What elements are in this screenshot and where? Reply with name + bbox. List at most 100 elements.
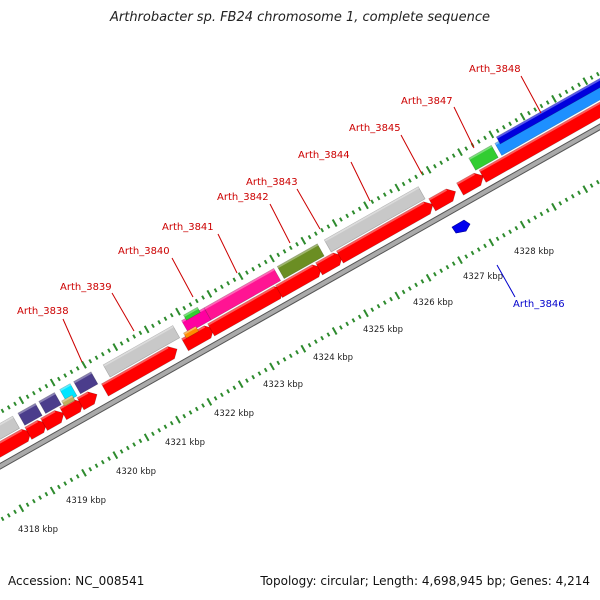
gene-feature-4-highlight bbox=[59, 383, 72, 392]
upper-scale-tick bbox=[245, 270, 249, 275]
upper-scale-tick bbox=[143, 325, 150, 334]
lower-scale-tick bbox=[545, 208, 550, 213]
lower-scale-tick bbox=[25, 502, 30, 507]
gene-feature-6 bbox=[102, 325, 181, 378]
upper-scale-tick bbox=[25, 394, 30, 399]
upper-scale-tick bbox=[363, 201, 369, 210]
upper-scale-tick bbox=[100, 351, 105, 357]
upper-scale-tick bbox=[577, 82, 581, 87]
lower-scale-tick bbox=[119, 449, 124, 454]
upper-scale-tick bbox=[433, 164, 437, 169]
gene-feature-9 bbox=[276, 243, 325, 280]
cds-forward-1 bbox=[0, 428, 32, 458]
cds-forward-6-highlight bbox=[101, 346, 169, 386]
lower-scale-tick bbox=[88, 467, 93, 472]
lower-scale-tick bbox=[194, 406, 199, 412]
lower-scale-tick bbox=[6, 513, 11, 518]
lower-scale-tick bbox=[433, 272, 437, 277]
cds-forward-6 bbox=[101, 346, 178, 397]
upper-scale-tick bbox=[276, 252, 281, 258]
lower-scale-tick bbox=[394, 291, 401, 300]
gene-leader-line bbox=[171, 257, 194, 298]
lower-scale-tick bbox=[345, 321, 350, 327]
upper-scale-tick bbox=[401, 181, 406, 187]
upper-scale-tick bbox=[138, 330, 143, 336]
upper-scale-tick bbox=[420, 171, 425, 176]
lower-scale-tick bbox=[331, 327, 338, 335]
lower-scale-tick bbox=[357, 314, 362, 320]
upper-scale-tick bbox=[18, 396, 25, 405]
upper-scale-tick bbox=[502, 125, 506, 130]
lower-scale-tick bbox=[519, 220, 526, 229]
upper-scale-tick bbox=[457, 148, 463, 157]
lower-scale-tick bbox=[439, 268, 444, 273]
lower-scale-tick bbox=[376, 303, 381, 309]
upper-scale-tick bbox=[451, 153, 456, 158]
scale-label-7: 4324 kbp bbox=[313, 353, 353, 363]
lower-scale-tick bbox=[269, 362, 275, 371]
upper-scale-tick bbox=[175, 307, 181, 316]
upper-scale-tick bbox=[326, 224, 331, 229]
lower-scale-tick bbox=[445, 264, 450, 270]
lower-scale-tick bbox=[502, 233, 506, 238]
upper-scale-tick bbox=[38, 387, 42, 392]
upper-scale-tick bbox=[75, 366, 80, 371]
upper-scale-tick bbox=[107, 348, 111, 353]
upper-scale-tick bbox=[408, 178, 412, 183]
gene-feature-5 bbox=[73, 371, 99, 395]
upper-scale-tick bbox=[126, 337, 130, 343]
gene-label: Arth_3839 bbox=[60, 282, 112, 293]
upper-scale-tick bbox=[514, 117, 519, 123]
lower-scale-tick bbox=[314, 339, 318, 344]
lower-scale-tick bbox=[263, 367, 268, 373]
gene-feature-10 bbox=[323, 186, 426, 253]
scale-label-9: 4326 kbp bbox=[413, 298, 453, 308]
lower-scale-tick bbox=[175, 415, 181, 424]
lower-scale-tick bbox=[300, 344, 307, 353]
lower-scale-tick bbox=[320, 335, 324, 341]
lower-scale-tick bbox=[370, 307, 375, 312]
lower-scale-tick bbox=[100, 459, 105, 465]
upper-scale-tick bbox=[370, 199, 375, 204]
gene-leader-line bbox=[496, 264, 516, 298]
cds-forward-11-highlight bbox=[336, 201, 425, 253]
upper-scale-tick bbox=[476, 139, 481, 144]
cds-forward-13-highlight bbox=[456, 173, 475, 185]
lower-scale-tick bbox=[307, 342, 312, 348]
lower-scale-tick bbox=[295, 350, 299, 355]
upper-scale-tick bbox=[237, 272, 244, 281]
upper-scale-tick bbox=[132, 334, 136, 339]
lower-scale-tick bbox=[220, 392, 224, 398]
lower-scale-tick bbox=[157, 428, 162, 433]
cds-forward-7 bbox=[181, 325, 215, 352]
upper-scale-tick bbox=[345, 213, 350, 219]
lower-scale-tick bbox=[382, 300, 387, 305]
lower-scale-tick bbox=[213, 396, 218, 401]
lower-scale-tick bbox=[63, 481, 68, 486]
lower-scale-tick bbox=[232, 385, 237, 390]
gene-feature-olive bbox=[61, 394, 76, 407]
lower-scale-tick bbox=[112, 451, 119, 460]
cds-forward-12 bbox=[428, 188, 457, 212]
lower-scale-tick bbox=[339, 325, 343, 330]
upper-scale-tick bbox=[545, 100, 550, 105]
upper-scale-tick bbox=[213, 288, 218, 293]
lower-scale-tick bbox=[582, 185, 589, 194]
lower-scale-tick bbox=[457, 256, 463, 265]
lower-scale-tick bbox=[132, 442, 136, 447]
gene-leader-line bbox=[520, 75, 542, 114]
lower-scale-tick bbox=[282, 357, 287, 362]
cds-forward-1-highlight bbox=[0, 429, 23, 444]
gene-leader-line bbox=[269, 203, 291, 244]
lower-scale-tick bbox=[470, 250, 475, 256]
upper-scale-tick bbox=[300, 236, 307, 245]
upper-scale-tick bbox=[232, 277, 237, 282]
upper-scale-tick bbox=[69, 369, 74, 375]
lower-scale-tick bbox=[389, 296, 393, 302]
gene-feature-2-highlight bbox=[17, 403, 37, 415]
upper-scale-tick bbox=[589, 75, 594, 80]
lower-scale-tick bbox=[151, 431, 155, 437]
upper-scale-tick bbox=[488, 130, 495, 139]
gene-label: Arth_3838 bbox=[17, 306, 69, 317]
